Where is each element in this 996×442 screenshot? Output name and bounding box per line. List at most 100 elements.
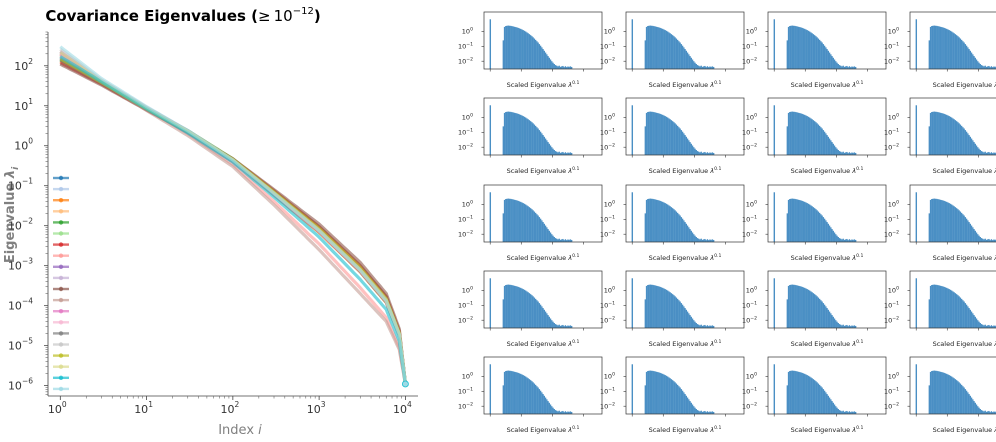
histogram-bar	[523, 289, 526, 328]
histogram-bar	[994, 152, 996, 155]
histogram-bar	[944, 28, 947, 70]
line-chart-title: Covariance Eigenvalues (≥ 10−12)	[45, 6, 320, 25]
histogram-bar	[796, 26, 798, 69]
histogram-bar	[939, 26, 942, 69]
panel-y-tick-label: 10−2	[884, 316, 899, 325]
histogram-bar	[978, 235, 980, 242]
panel-y-tick-label: 10−1	[600, 301, 615, 310]
histogram-bar	[569, 152, 572, 155]
histogram-bar	[648, 370, 650, 414]
series-line-cauliflower	[59, 52, 407, 385]
histogram-bar	[789, 112, 791, 155]
histogram-bar	[700, 324, 702, 328]
histogram-bar	[557, 411, 559, 414]
histogram-bar	[529, 208, 532, 242]
histogram-bar	[515, 27, 517, 69]
histogram-bar	[791, 284, 793, 328]
histogram-bar	[674, 296, 676, 328]
histogram-bar	[534, 39, 537, 69]
panel-y-tick-label: 10−1	[742, 128, 757, 137]
histogram-bar	[683, 392, 685, 414]
histogram-bar	[823, 218, 826, 242]
histogram-bar	[942, 372, 944, 414]
histogram-bar	[939, 371, 942, 414]
histogram-bar	[977, 320, 979, 328]
histogram-bar	[929, 371, 932, 414]
histogram-bar	[546, 140, 548, 155]
histogram-bar	[684, 394, 686, 414]
histogram-bar	[565, 153, 568, 155]
histogram-bar	[518, 114, 521, 155]
histogram-bar	[974, 316, 976, 328]
histogram-spike	[773, 364, 776, 414]
histogram-bar	[647, 112, 649, 155]
histogram-bar	[943, 27, 945, 70]
histogram-bar	[549, 232, 552, 242]
histogram-bar	[830, 54, 832, 69]
histogram-bar	[933, 111, 935, 155]
histogram-bar	[991, 240, 994, 242]
x-tick-label: 103	[307, 400, 326, 416]
histogram-bar	[507, 284, 509, 328]
histogram-bar	[644, 40, 647, 69]
legend-marker	[58, 375, 64, 380]
histogram-bar	[671, 35, 674, 69]
histogram-bar	[812, 207, 815, 242]
histogram-bar	[536, 214, 538, 242]
histogram-bar	[650, 198, 653, 242]
histogram-bar	[522, 375, 524, 414]
panel-y-tick-label: 10−1	[458, 128, 473, 137]
histogram-bar	[808, 204, 811, 242]
histogram-bar	[707, 67, 710, 69]
histogram-bar	[943, 286, 945, 328]
panel-y-tick-label: 10−1	[458, 215, 473, 224]
histogram-bar	[561, 411, 563, 414]
series-line-baseball	[59, 47, 407, 385]
histogram-bar	[835, 61, 837, 69]
histogram-bar	[544, 138, 547, 155]
histogram-bar	[983, 66, 985, 69]
histogram-bar	[849, 240, 852, 242]
histogram-bar	[958, 123, 960, 155]
histogram-bar	[845, 411, 847, 414]
histogram-bar	[806, 289, 808, 328]
histogram-bar	[564, 325, 567, 328]
histogram-bar	[536, 41, 538, 69]
histogram-bar	[811, 378, 813, 414]
histogram-bar	[705, 240, 707, 242]
histogram-bar	[548, 402, 550, 414]
histogram-bar	[932, 111, 934, 155]
series-line-french-horn	[59, 62, 407, 385]
histogram-bar	[818, 298, 821, 328]
histogram-bar	[649, 111, 651, 155]
histogram-bar	[563, 67, 565, 69]
histogram-bar	[964, 44, 967, 69]
histogram-bar	[690, 230, 692, 242]
histogram-bar	[553, 149, 555, 155]
histogram-bar	[789, 26, 791, 69]
histogram-bar	[507, 25, 509, 69]
histogram-bar	[849, 412, 852, 414]
histogram-bar	[973, 142, 975, 155]
histogram-bar	[796, 112, 798, 155]
histogram-bar	[532, 210, 534, 242]
legend-marker	[58, 309, 64, 314]
histogram-bar	[511, 112, 513, 155]
histogram-bar	[561, 325, 563, 328]
histogram-bar	[963, 128, 965, 155]
histogram-bar	[853, 325, 856, 328]
histogram-bar	[565, 412, 568, 414]
histogram-bar	[709, 66, 711, 69]
histogram-bar	[649, 284, 651, 328]
histogram-bar	[801, 200, 803, 242]
panel-y-tick-label: 10−1	[458, 387, 473, 396]
histogram-bar	[931, 112, 933, 155]
histogram-bar	[675, 297, 678, 328]
histogram-bar	[970, 311, 973, 328]
histogram-bar	[567, 152, 569, 155]
histogram-bar	[808, 117, 811, 155]
histogram-grid: 100 10−1 10−2 Scaled Eigenvalue λ0.1 100 10−1…	[458, 11, 996, 434]
panel-xlabel: Scaled Eigenvalue λ0.1	[507, 339, 580, 348]
histogram-bar	[510, 25, 512, 69]
histogram-bar	[847, 67, 849, 69]
